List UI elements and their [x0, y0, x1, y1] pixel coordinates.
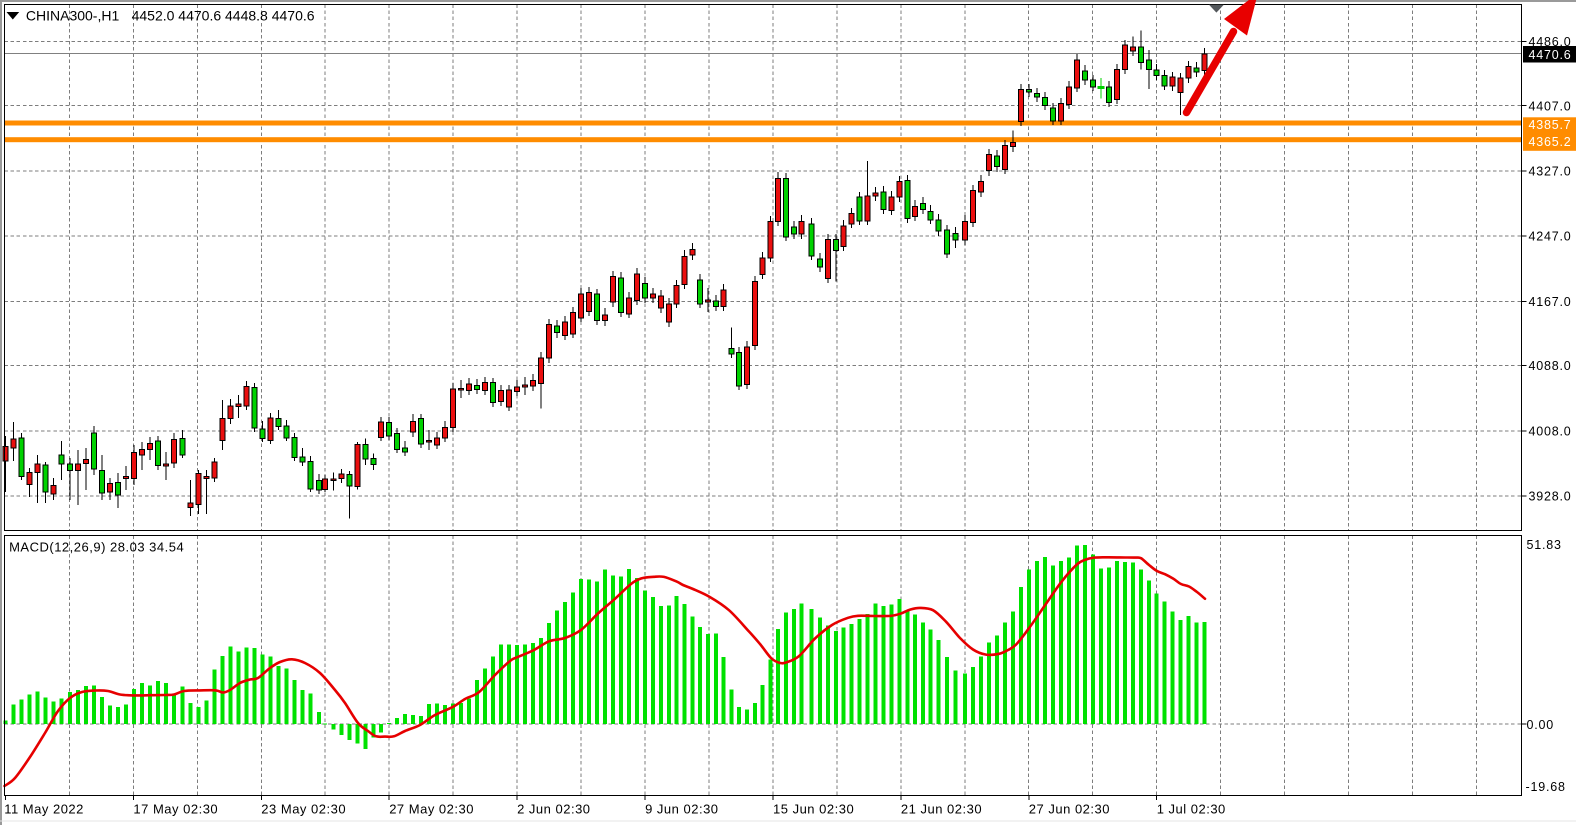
svg-text:4327.0: 4327.0	[1529, 165, 1572, 179]
svg-text:4008.0: 4008.0	[1529, 424, 1572, 438]
svg-text:15 Jun 02:30: 15 Jun 02:30	[773, 801, 854, 816]
svg-text:4088.0: 4088.0	[1529, 359, 1572, 373]
svg-text:4452.0 4470.6 4448.8 4470.6: 4452.0 4470.6 4448.8 4470.6	[132, 8, 315, 24]
svg-text:-19.68: -19.68	[1526, 780, 1566, 794]
svg-text:4407.0: 4407.0	[1529, 99, 1572, 113]
svg-text:MACD(12,26,9) 28.03 34.54: MACD(12,26,9) 28.03 34.54	[9, 539, 184, 554]
svg-text:17 May 02:30: 17 May 02:30	[133, 801, 218, 816]
svg-text:4470.6: 4470.6	[1529, 48, 1572, 62]
svg-text:3928.0: 3928.0	[1529, 490, 1572, 504]
svg-text:27 May 02:30: 27 May 02:30	[389, 801, 474, 816]
svg-text:4385.7: 4385.7	[1529, 118, 1572, 132]
svg-text:CHINA300-,H1: CHINA300-,H1	[26, 8, 120, 24]
svg-text:1 Jul 02:30: 1 Jul 02:30	[1157, 801, 1226, 816]
svg-text:9 Jun 02:30: 9 Jun 02:30	[645, 801, 718, 816]
svg-text:51.83: 51.83	[1527, 538, 1562, 552]
svg-text:4365.2: 4365.2	[1529, 135, 1572, 149]
svg-text:27 Jun 02:30: 27 Jun 02:30	[1029, 801, 1110, 816]
svg-text:21 Jun 02:30: 21 Jun 02:30	[901, 801, 982, 816]
svg-text:2 Jun 02:30: 2 Jun 02:30	[517, 801, 590, 816]
svg-text:0.00: 0.00	[1527, 718, 1555, 732]
svg-text:4247.0: 4247.0	[1529, 230, 1572, 244]
svg-text:23 May 02:30: 23 May 02:30	[261, 801, 346, 816]
svg-text:4486.0: 4486.0	[1529, 35, 1572, 49]
svg-text:4167.0: 4167.0	[1529, 295, 1572, 309]
svg-text:11 May 2022: 11 May 2022	[4, 801, 84, 816]
